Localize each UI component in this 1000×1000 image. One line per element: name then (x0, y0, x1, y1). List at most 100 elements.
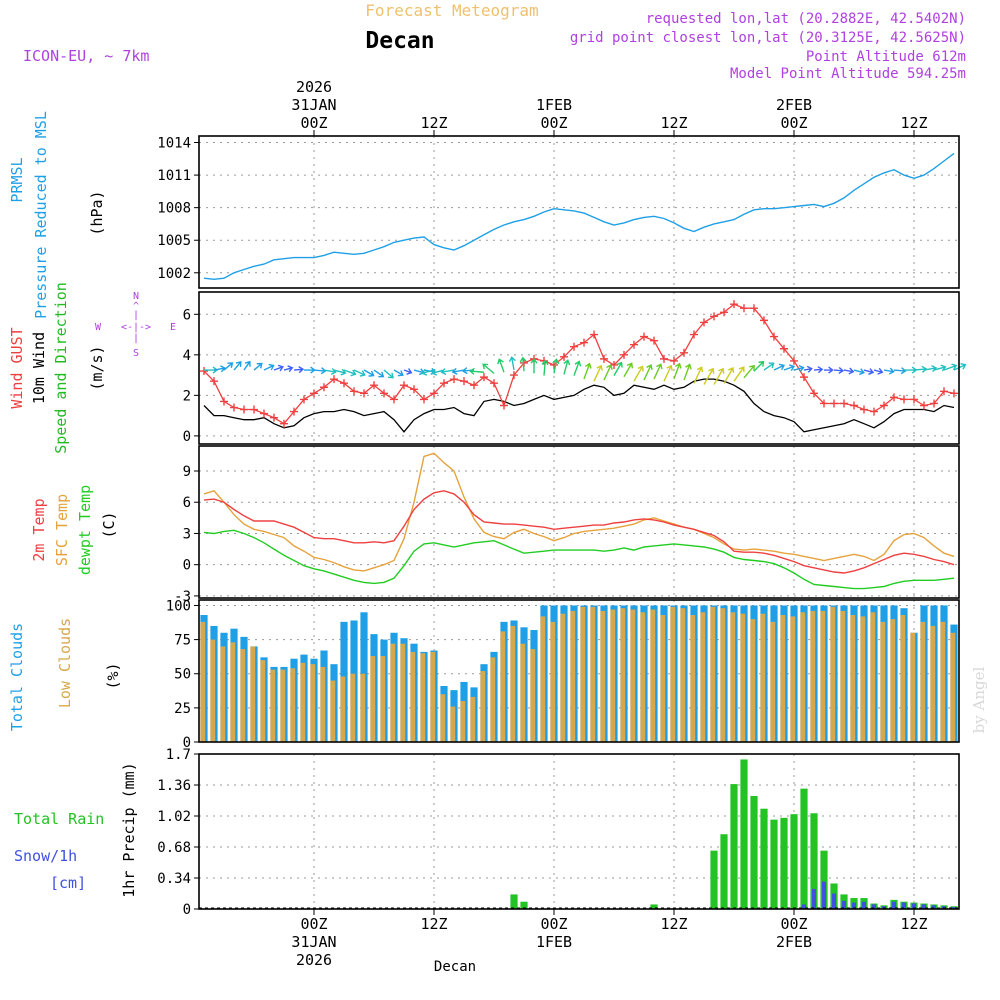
y-tick-label: 6 (183, 307, 191, 323)
low-clouds-bar (360, 673, 366, 742)
wind-gust-marker (460, 377, 468, 386)
wind-gust-marker (620, 350, 628, 359)
pressure-unit-label: (hPa) (88, 190, 106, 235)
low-clouds-bar (310, 664, 316, 742)
wind-direction-arrow (573, 360, 582, 376)
wind-direction-arrow (363, 369, 375, 377)
rain-bar (720, 834, 728, 909)
low-clouds-bar (330, 680, 336, 742)
wind-direction-arrow (451, 367, 465, 375)
rain-bar (820, 850, 828, 909)
wind-gust-marker (220, 397, 228, 406)
snow-label: Snow/1h (14, 847, 77, 865)
wind-direction-arrow (633, 365, 644, 382)
low-clouds-bar (380, 655, 386, 742)
total-clouds-label: Total Clouds (8, 623, 26, 731)
wind-gust-marker (590, 330, 598, 339)
low-clouds-bar (640, 612, 646, 742)
compass-west: W (95, 322, 102, 333)
low-clouds-bar (420, 653, 426, 742)
wind-gust-marker (490, 379, 498, 388)
wind-direction-arrow (482, 363, 495, 374)
wind-unit-label: (m/s) (88, 345, 106, 390)
wind-gust-marker (400, 381, 408, 390)
wind-direction-arrow (943, 363, 958, 371)
temp-2m-label: 2m Temp (30, 498, 48, 561)
wind-gust-marker (430, 389, 438, 398)
bottom-tick-label: 12Z (660, 915, 687, 933)
wind-direction-arrow (552, 358, 560, 374)
top-tick-label: 2026 (296, 78, 332, 96)
rain-bar (740, 759, 748, 909)
grid-point-coordinates: grid point closest lon,lat (20.3125E, 42… (570, 30, 966, 46)
wind-gust-marker (720, 308, 728, 317)
model-point-altitude: Model Point Altitude 594.25m (730, 66, 966, 82)
wind-direction-arrow (673, 362, 682, 380)
wind-direction-arrow (713, 367, 725, 385)
low-clouds-bar (510, 625, 516, 742)
pressure-label-prmsl: PRMSL (8, 157, 26, 202)
low-clouds-bar (820, 610, 826, 742)
wind-gust-marker (450, 375, 458, 384)
low-clouds-bar (440, 694, 446, 742)
low-clouds-bar (450, 706, 456, 742)
temp-2m-line (203, 490, 955, 574)
low-clouds-bar (550, 621, 556, 742)
bottom-tick-label: 2FEB (776, 933, 812, 951)
top-tick-label: 31JAN (291, 96, 336, 114)
wind-gust-marker (930, 399, 938, 408)
wind-gust-marker (500, 401, 508, 410)
compass-east: E (170, 322, 176, 333)
wind-gust-marker (710, 312, 718, 321)
wind-gust-marker (600, 354, 608, 363)
wind-gust-marker (340, 379, 348, 388)
low-clouds-bar (680, 608, 686, 742)
low-clouds-bar (940, 621, 946, 742)
wind-direction-arrow (497, 358, 505, 373)
low-clouds-bar (700, 612, 706, 742)
top-tick-label: 12Z (420, 114, 447, 132)
low-clouds-bar (430, 651, 436, 742)
wind-gust-marker (760, 316, 768, 325)
wind-direction-arrow (743, 364, 755, 379)
low-clouds-bar (480, 671, 486, 742)
low-clouds-bar (230, 642, 236, 742)
snow-bar (852, 902, 856, 909)
bottom-tick-label: 12Z (420, 915, 447, 933)
clouds-unit-label: (%) (104, 662, 122, 689)
panel-border (198, 445, 960, 599)
y-tick-label: 1002 (157, 266, 191, 282)
dewpt-temp-line (203, 529, 955, 590)
low-clouds-bar (500, 631, 506, 742)
wind-direction-arrow (773, 363, 786, 371)
wind-gust-marker (910, 395, 918, 404)
wind-gust-marker (940, 387, 948, 396)
low-clouds-bar (610, 609, 616, 742)
wind-gust-marker (640, 332, 648, 341)
wind-direction-arrow (583, 362, 592, 380)
wind-gust-marker (770, 332, 778, 341)
wind-gust-marker (700, 318, 708, 327)
snow-bar (872, 904, 876, 909)
wind-direction-arrow (923, 365, 938, 373)
low-clouds-bar (560, 613, 566, 742)
compass-vertical-top: | (133, 310, 139, 321)
wind-direction-arrow (373, 369, 385, 378)
low-clouds-bar (220, 646, 226, 742)
y-tick-label: 3 (183, 526, 191, 542)
top-tick-label: 2FEB (776, 96, 812, 114)
y-tick-label: 0 (183, 902, 191, 918)
temperature-panel: -3 0 3 6 9 (174, 445, 960, 605)
snow-bar (912, 903, 916, 909)
wind-gust-line (203, 303, 955, 425)
low-clouds-bar (290, 668, 296, 742)
y-tick-label: -3 (174, 589, 191, 605)
bottom-tick-label: 31JAN (291, 933, 336, 951)
y-tick-label: 4 (183, 348, 191, 364)
low-clouds-bar (540, 616, 546, 742)
wind-direction-arrow (853, 368, 865, 376)
wind-direction-arrow (873, 367, 884, 375)
low-clouds-bar (920, 621, 926, 742)
y-tick-label: 100 (166, 598, 191, 614)
wind-direction-arrow (603, 363, 613, 381)
